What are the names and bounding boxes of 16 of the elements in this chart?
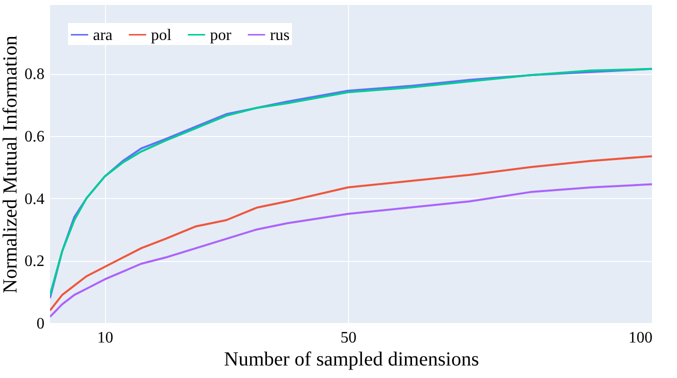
- line-series: [50, 155, 652, 312]
- y-axis-title: Normalized Mutual Information: [0, 36, 22, 294]
- legend-label: rus: [270, 26, 290, 44]
- line-series: [50, 183, 652, 318]
- x-tick-label: 50: [340, 330, 356, 346]
- legend-label: pol: [151, 26, 172, 44]
- x-tick-label: 10: [97, 330, 114, 346]
- y-tick-label: 0.6: [24, 128, 44, 146]
- y-tick-label: 0.8: [24, 66, 44, 84]
- legend-label: por: [210, 26, 232, 44]
- legend-label: ara: [93, 26, 113, 44]
- y-tick-label: 0.4: [24, 190, 44, 208]
- y-tick-label: 0.2: [24, 253, 44, 270]
- x-tick-label: 100: [628, 330, 652, 346]
- x-axis-title: Number of sampled dimensions: [224, 348, 480, 370]
- y-tick-label: 0: [36, 316, 44, 332]
